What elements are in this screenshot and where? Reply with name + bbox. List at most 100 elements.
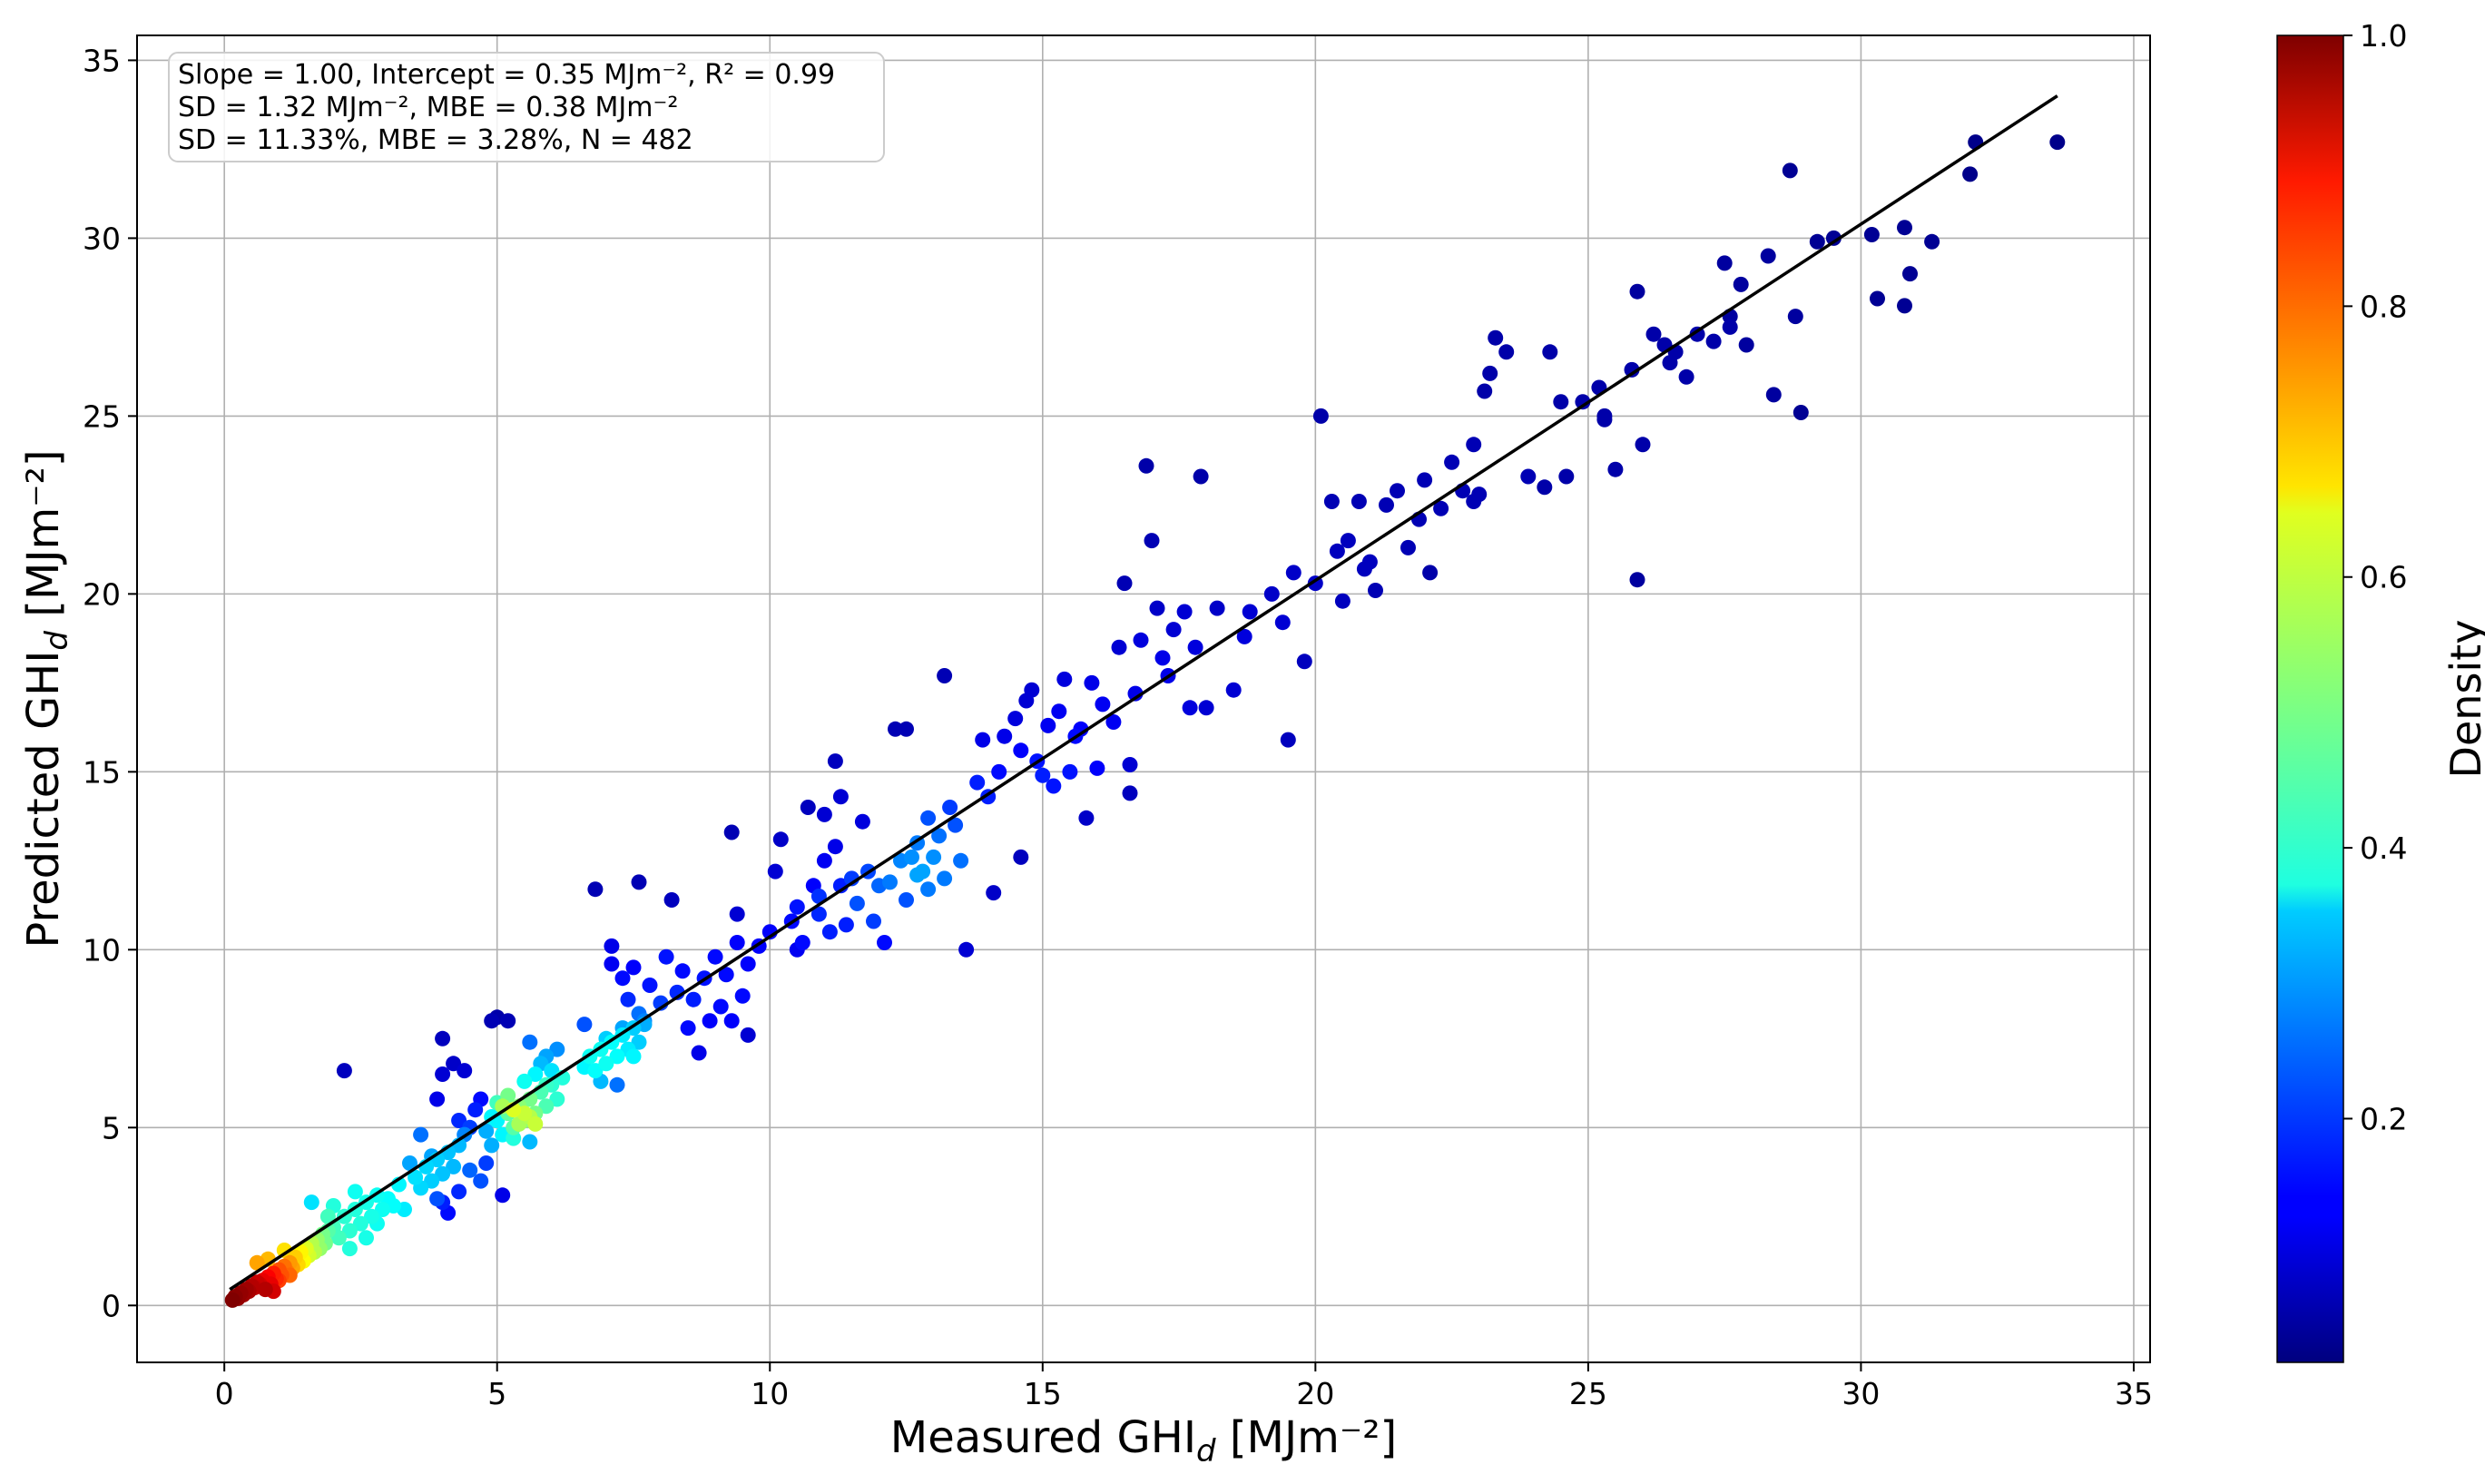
- data-point: [620, 991, 636, 1007]
- data-point: [937, 668, 953, 683]
- data-point: [877, 935, 892, 950]
- data-point: [1678, 369, 1694, 385]
- data-point: [1716, 255, 1733, 271]
- data-point: [942, 800, 958, 815]
- data-point: [1558, 468, 1575, 485]
- data-point: [1323, 494, 1340, 509]
- data-point: [576, 1017, 593, 1033]
- data-point: [1138, 457, 1154, 474]
- data-point: [904, 849, 919, 865]
- data-point: [429, 1091, 446, 1107]
- data-point: [899, 721, 914, 737]
- data-point: [691, 1045, 707, 1061]
- data-point: [1444, 454, 1460, 470]
- data-point: [740, 956, 756, 972]
- y-tick-label: 30: [83, 221, 121, 256]
- data-point: [1312, 408, 1329, 424]
- data-point: [1897, 298, 1912, 314]
- data-point: [604, 938, 620, 954]
- regression-line: [229, 94, 2058, 1292]
- data-point: [827, 839, 843, 855]
- data-point: [375, 1202, 390, 1217]
- data-point: [522, 1134, 538, 1150]
- grid: [137, 35, 2150, 1362]
- x-tick-label: 10: [751, 1376, 789, 1411]
- data-point: [1809, 233, 1825, 250]
- data-point: [1340, 533, 1356, 549]
- data-point: [462, 1162, 478, 1178]
- data-point: [1111, 639, 1127, 655]
- data-point: [1263, 585, 1280, 602]
- data-point: [931, 828, 948, 844]
- data-point: [625, 959, 642, 976]
- data-point: [1722, 319, 1738, 335]
- data-point: [1013, 742, 1029, 759]
- data-point: [424, 1173, 440, 1189]
- colorbar-tick-label: 0.2: [2360, 1101, 2407, 1136]
- data-point: [341, 1223, 358, 1239]
- data-point: [1782, 162, 1798, 179]
- data-point: [975, 732, 991, 748]
- y-tick-label: 10: [83, 932, 121, 968]
- data-point: [1870, 290, 1885, 307]
- data-point: [1498, 344, 1515, 360]
- data-point: [1433, 500, 1449, 516]
- data-point: [1542, 344, 1558, 360]
- data-point: [614, 970, 631, 987]
- data-point: [1520, 468, 1537, 485]
- data-point: [1149, 600, 1165, 616]
- data-point: [359, 1230, 374, 1246]
- data-point: [707, 948, 723, 965]
- data-point: [1040, 717, 1056, 733]
- data-point: [642, 978, 658, 993]
- data-point: [467, 1102, 484, 1118]
- stats-line-2: SD = 1.32 MJm⁻², MBE = 0.38 MJm⁻²: [178, 92, 678, 123]
- data-point: [882, 874, 898, 890]
- data-point: [1154, 650, 1171, 666]
- y-tick-label: 15: [83, 754, 121, 790]
- data-point: [1902, 266, 1918, 282]
- data-point: [1182, 700, 1198, 716]
- data-point: [402, 1155, 417, 1171]
- data-point: [330, 1230, 347, 1246]
- data-point: [587, 1063, 604, 1079]
- data-point: [1607, 461, 1624, 477]
- data-point: [500, 1013, 516, 1029]
- data-point: [734, 988, 751, 1004]
- data-point: [729, 906, 745, 922]
- data-point: [522, 1034, 538, 1050]
- data-point: [953, 852, 969, 869]
- data-point: [1225, 682, 1242, 698]
- data-point: [810, 889, 827, 904]
- data-point: [435, 1165, 451, 1182]
- data-point: [303, 1194, 319, 1211]
- data-point: [1122, 757, 1138, 772]
- data-point: [1236, 628, 1252, 644]
- data-point: [712, 998, 729, 1015]
- data-point: [352, 1215, 368, 1232]
- data-point: [1738, 337, 1754, 353]
- y-tick-label: 20: [83, 576, 121, 612]
- x-axis-ticks: 0 5 10 15 20 25 30 35: [215, 1362, 2153, 1411]
- data-point: [1285, 565, 1301, 581]
- data-point: [1787, 309, 1803, 325]
- data-point: [484, 1013, 500, 1029]
- data-point: [1056, 671, 1073, 687]
- x-tick-label: 5: [487, 1376, 506, 1411]
- data-point: [1629, 283, 1645, 300]
- x-tick-label: 30: [1842, 1376, 1880, 1411]
- data-point: [1024, 682, 1040, 698]
- data-point: [723, 1013, 740, 1029]
- data-point: [336, 1063, 352, 1079]
- data-point: [435, 1030, 451, 1047]
- data-point: [609, 1048, 625, 1065]
- y-axis-label: Predicted GHId [MJm⁻²]: [18, 449, 75, 948]
- data-point: [1825, 230, 1842, 246]
- colorbar-gradient: [2276, 34, 2344, 1363]
- data-point: [319, 1208, 336, 1224]
- x-tick-label: 0: [215, 1376, 234, 1411]
- data-point: [478, 1123, 495, 1139]
- data-point: [1095, 696, 1111, 713]
- data-point: [1329, 543, 1345, 559]
- x-tick-label: 35: [2115, 1376, 2153, 1411]
